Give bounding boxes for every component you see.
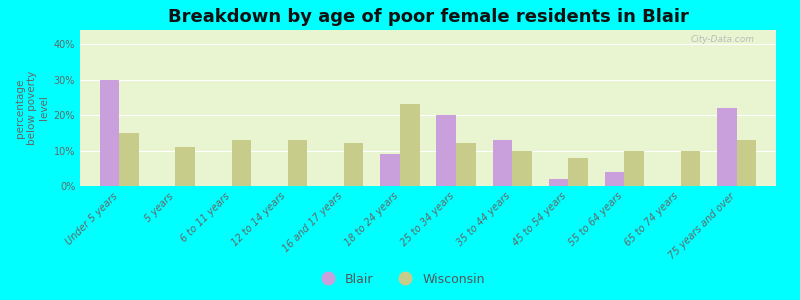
Bar — [344, 143, 363, 186]
Y-axis label: percentage
below poverty
level: percentage below poverty level — [14, 71, 50, 145]
Bar — [625, 151, 644, 186]
Text: City-Data.com: City-Data.com — [691, 35, 755, 44]
Bar — [605, 172, 625, 186]
Bar — [512, 151, 532, 186]
Bar — [737, 140, 756, 186]
Bar — [437, 115, 456, 186]
Bar — [456, 143, 476, 186]
Legend: Blair, Wisconsin: Blair, Wisconsin — [310, 268, 490, 291]
Title: Breakdown by age of poor female residents in Blair: Breakdown by age of poor female resident… — [167, 8, 689, 26]
Bar — [493, 140, 512, 186]
Bar — [400, 104, 419, 186]
Bar — [100, 80, 119, 186]
Bar — [380, 154, 400, 186]
Bar — [175, 147, 195, 186]
Bar — [717, 108, 737, 186]
Bar — [681, 151, 700, 186]
Bar — [549, 179, 568, 186]
Bar — [119, 133, 139, 186]
Bar — [288, 140, 307, 186]
Bar — [231, 140, 251, 186]
Bar — [568, 158, 588, 186]
